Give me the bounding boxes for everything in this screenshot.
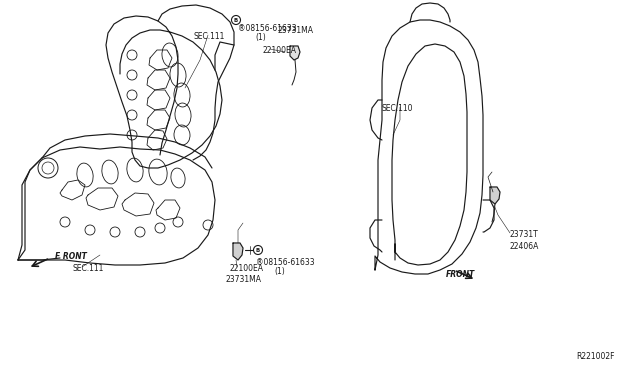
Polygon shape [483, 200, 494, 232]
Text: F RONT: F RONT [55, 252, 87, 261]
Text: B: B [256, 247, 260, 253]
Text: 23731MA: 23731MA [226, 275, 262, 284]
Polygon shape [106, 16, 222, 168]
Text: B: B [234, 17, 238, 22]
Text: FRONT: FRONT [446, 270, 476, 279]
Text: 23731MA: 23731MA [278, 26, 314, 35]
Text: 22100EA: 22100EA [263, 46, 297, 55]
Text: 22406A: 22406A [510, 242, 540, 251]
Polygon shape [233, 243, 243, 260]
Text: SEC.110: SEC.110 [382, 104, 413, 113]
Text: ®08156-61633: ®08156-61633 [238, 24, 296, 33]
Text: 22100EA: 22100EA [230, 264, 264, 273]
Polygon shape [375, 20, 483, 274]
Text: SEC.111: SEC.111 [194, 32, 225, 41]
Text: (1): (1) [274, 267, 285, 276]
Polygon shape [370, 220, 382, 250]
Polygon shape [290, 46, 300, 60]
Polygon shape [410, 3, 450, 22]
Text: (1): (1) [255, 33, 266, 42]
Text: R221002F: R221002F [576, 352, 614, 361]
Text: 23731T: 23731T [510, 230, 539, 239]
Text: SEC.111: SEC.111 [72, 264, 104, 273]
Polygon shape [370, 100, 382, 138]
Text: ®08156-61633: ®08156-61633 [256, 258, 315, 267]
Polygon shape [490, 187, 500, 204]
Polygon shape [18, 147, 215, 265]
